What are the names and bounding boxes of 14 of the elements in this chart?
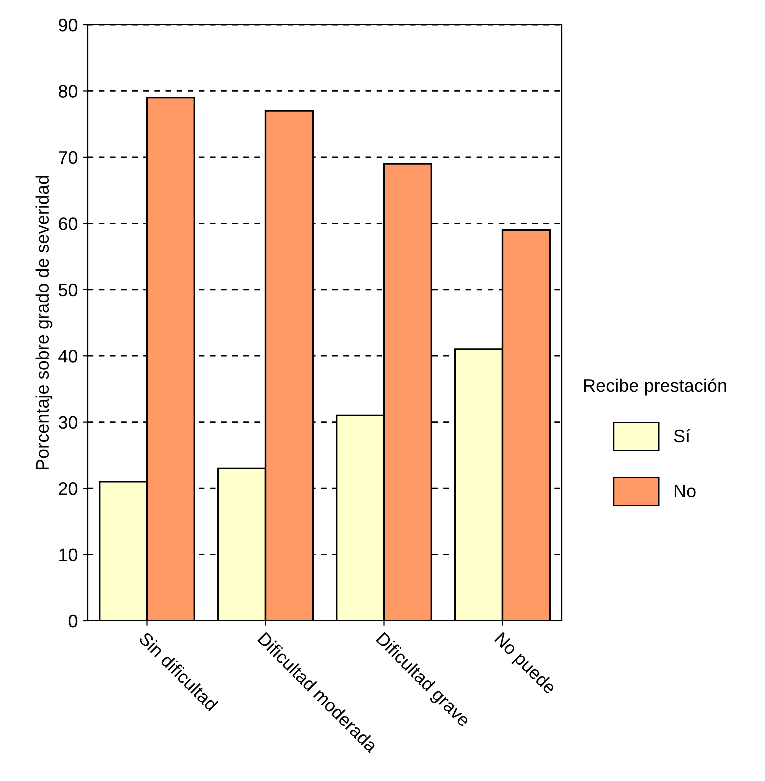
- y-tick-label: 10: [60, 548, 78, 562]
- y-tick-label: 30: [58, 416, 78, 430]
- y-tick-label: 90: [59, 18, 78, 32]
- y-tick-label: 80: [58, 85, 78, 98]
- y-tick-label: 50: [58, 284, 78, 297]
- y-tick-label: 70: [59, 151, 78, 164]
- y-tick-label: 0: [68, 614, 78, 628]
- legend-label: No: [674, 485, 696, 498]
- legend-title: Recibe prestación: [584, 378, 726, 396]
- y-tick-label: 20: [59, 482, 78, 496]
- legend-label: Sí: [674, 429, 690, 443]
- y-tick-label: 40: [58, 350, 78, 363]
- y-axis-title: Porcentaje sobre grado de severidad: [36, 176, 53, 470]
- y-tick-label: 60: [59, 218, 78, 230]
